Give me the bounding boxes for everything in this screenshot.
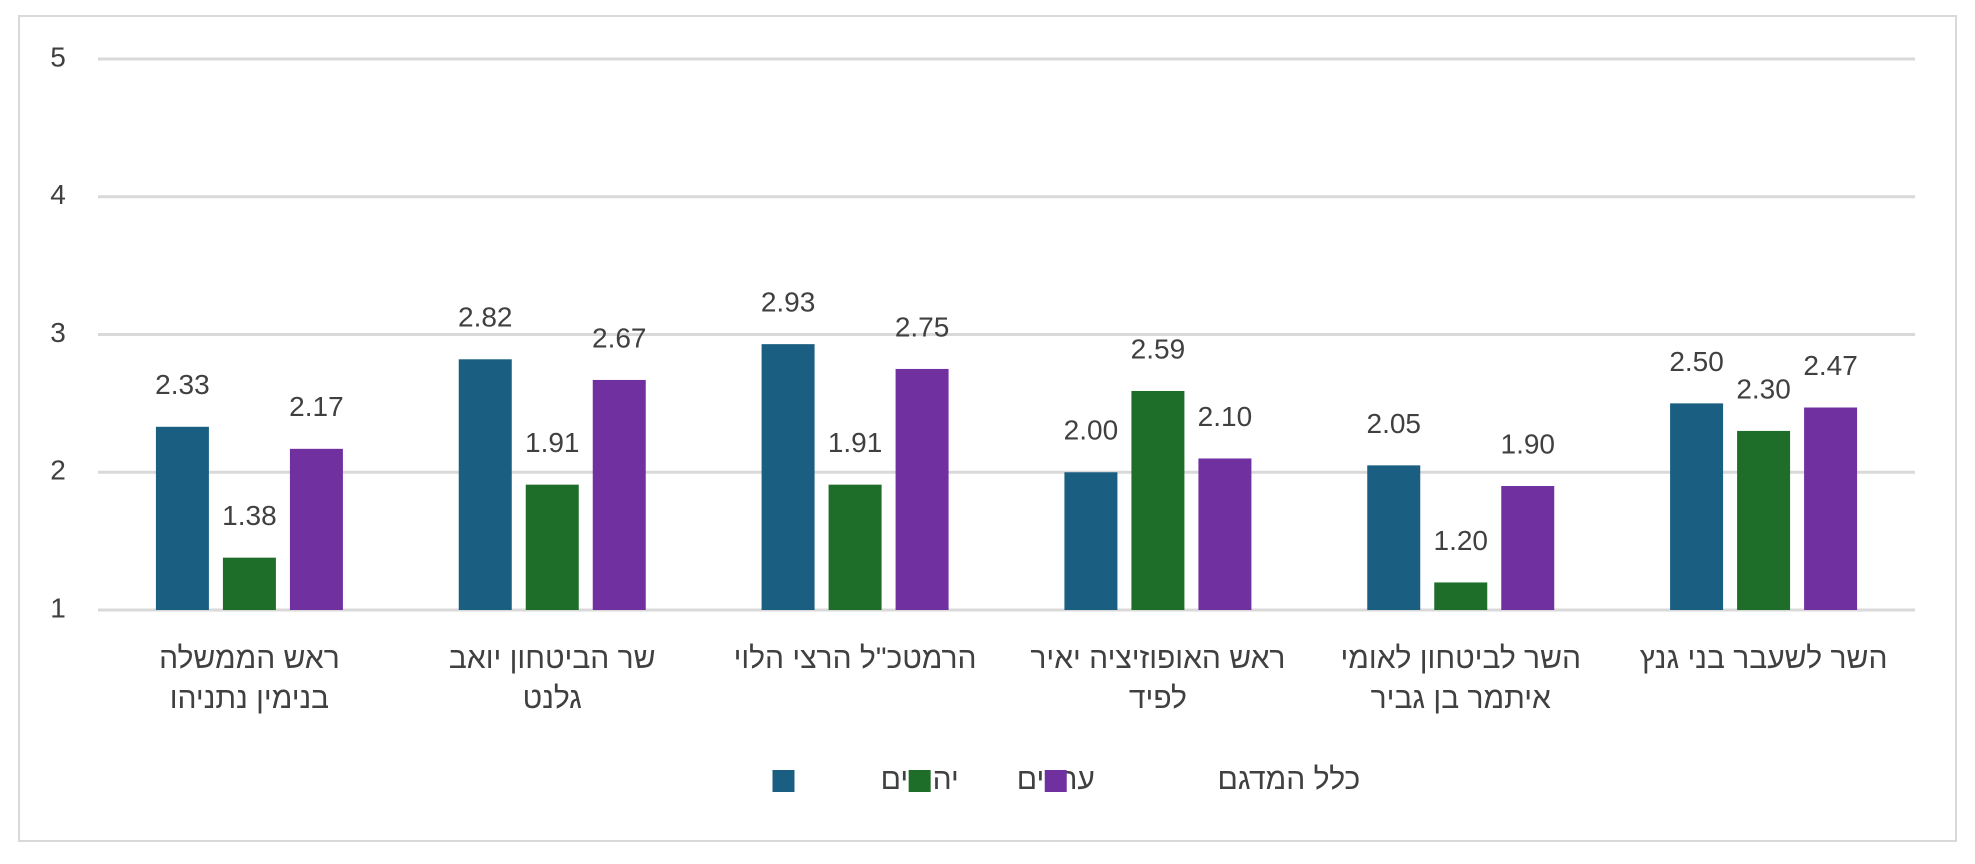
data-label: 2.33 [155, 369, 210, 400]
bar [289, 448, 343, 610]
bar [222, 557, 276, 610]
y-tick-label: 4 [50, 179, 66, 210]
data-label: 1.20 [1434, 525, 1489, 556]
bar [1737, 430, 1791, 610]
data-label: 2.93 [761, 287, 816, 318]
data-label: 2.59 [1131, 333, 1186, 364]
legend-swatch [772, 770, 795, 792]
x-tick-label: לפיד [1129, 682, 1187, 715]
bar [525, 484, 579, 610]
bar [1804, 407, 1858, 610]
data-label: 2.05 [1367, 408, 1422, 439]
data-label: 2.17 [289, 391, 344, 422]
legend-label: כלל המדגם [1218, 763, 1361, 796]
bar [828, 484, 882, 610]
bar [1131, 390, 1185, 610]
bar [1367, 465, 1421, 610]
data-label: 2.67 [592, 322, 647, 353]
legend-swatch [1044, 770, 1067, 792]
bar [761, 344, 815, 610]
y-tick-label: 3 [50, 317, 66, 348]
y-tick-label: 1 [50, 592, 66, 623]
x-tick-label: הרמטכ"ל הרצי הלוי [734, 642, 977, 675]
legend-swatch [908, 770, 931, 792]
bar [592, 379, 646, 610]
bar [458, 359, 512, 610]
x-tick-label: השר לשעבר בני גנץ [1640, 642, 1888, 675]
bar [1434, 582, 1488, 610]
data-label: 2.00 [1064, 415, 1119, 446]
bar [1198, 458, 1252, 610]
x-tick-label: ראש האופוזיציה יאיר [1030, 642, 1285, 675]
data-label: 2.47 [1803, 350, 1858, 381]
data-label: 1.90 [1501, 428, 1556, 459]
x-tick-label: גלנט [523, 682, 582, 715]
bar [1501, 486, 1555, 610]
x-tick-label: שר הביטחון יואב [449, 642, 656, 675]
x-tick-label: ראש הממשלה [159, 642, 340, 675]
y-tick-label: 2 [50, 455, 66, 486]
x-tick-label: בנימין נתניהו [170, 682, 329, 715]
data-label: 2.30 [1736, 373, 1791, 404]
data-label: 2.82 [458, 302, 513, 333]
data-label: 2.50 [1669, 346, 1724, 377]
bar [1670, 403, 1724, 610]
x-tick-label: השר לביטחון לאומי [1341, 642, 1581, 675]
chart-border [18, 15, 1957, 842]
bar [895, 368, 949, 610]
data-label: 1.91 [828, 427, 883, 458]
data-label: 1.91 [525, 427, 580, 458]
data-label: 1.38 [222, 500, 277, 531]
bar [1064, 472, 1118, 610]
bar [155, 426, 209, 610]
x-tick-label: איתמר בן גביר [1371, 682, 1551, 715]
data-label: 2.10 [1198, 401, 1253, 432]
data-label: 2.75 [895, 311, 950, 342]
y-tick-label: 5 [50, 41, 66, 72]
